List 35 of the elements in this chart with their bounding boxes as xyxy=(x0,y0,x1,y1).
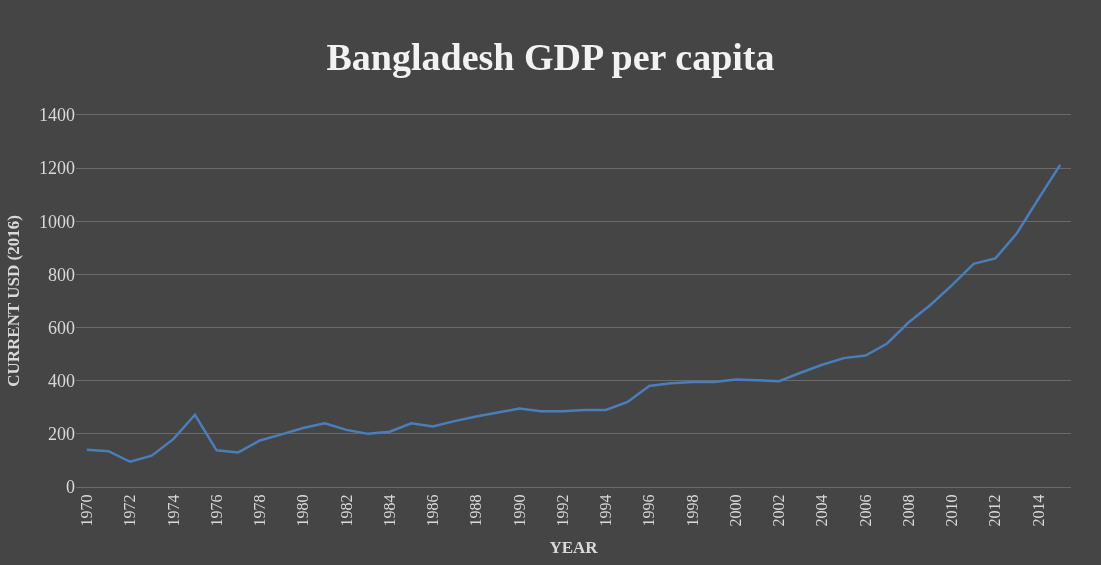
x-tick-label: 1974 xyxy=(164,494,182,527)
x-tick-label: 1994 xyxy=(597,494,615,527)
x-axis-title: YEAR xyxy=(549,537,599,557)
x-tick-label: 1970 xyxy=(78,494,96,527)
x-tick-label: 2008 xyxy=(899,494,917,527)
x-tick-label: 2012 xyxy=(986,494,1004,527)
y-tick-label: 1200 xyxy=(39,158,75,179)
y-tick-label: 400 xyxy=(48,371,75,392)
y-axis-title: CURRENT USD (2016) xyxy=(3,215,23,387)
x-tick-label: 1972 xyxy=(121,494,139,527)
y-tick-label: 600 xyxy=(48,317,75,338)
x-tick-label: 2006 xyxy=(856,494,874,527)
x-tick-label: 1990 xyxy=(510,494,528,527)
x-tick-label: 1978 xyxy=(251,494,269,527)
x-tick-label: 2002 xyxy=(770,494,788,527)
x-tick-label: 2000 xyxy=(726,494,744,527)
x-tick-label: 2004 xyxy=(813,494,831,527)
x-tick-label: 1992 xyxy=(553,494,571,527)
y-tick-label: 1000 xyxy=(39,211,75,232)
line-series xyxy=(85,163,1062,464)
y-tick-label: 800 xyxy=(48,264,75,285)
y-tick-label: 200 xyxy=(48,424,75,445)
x-tick-label: 1996 xyxy=(640,494,658,527)
chart-title: Bangladesh GDP per capita xyxy=(326,35,775,78)
x-tick-label: 1984 xyxy=(380,494,398,527)
x-tick-label: 1976 xyxy=(207,494,225,527)
x-tick-label: 1982 xyxy=(337,494,355,527)
x-tick-label: 1988 xyxy=(467,494,485,527)
x-tick-label: 2010 xyxy=(943,494,961,527)
y-tick-label: 0 xyxy=(66,477,75,498)
x-tick-label: 1980 xyxy=(294,494,312,527)
x-tick-label: 2014 xyxy=(1029,494,1047,527)
y-tick-label: 1400 xyxy=(39,105,75,126)
x-tick-label: 1998 xyxy=(683,494,701,527)
x-tick-label: 1986 xyxy=(424,494,442,527)
